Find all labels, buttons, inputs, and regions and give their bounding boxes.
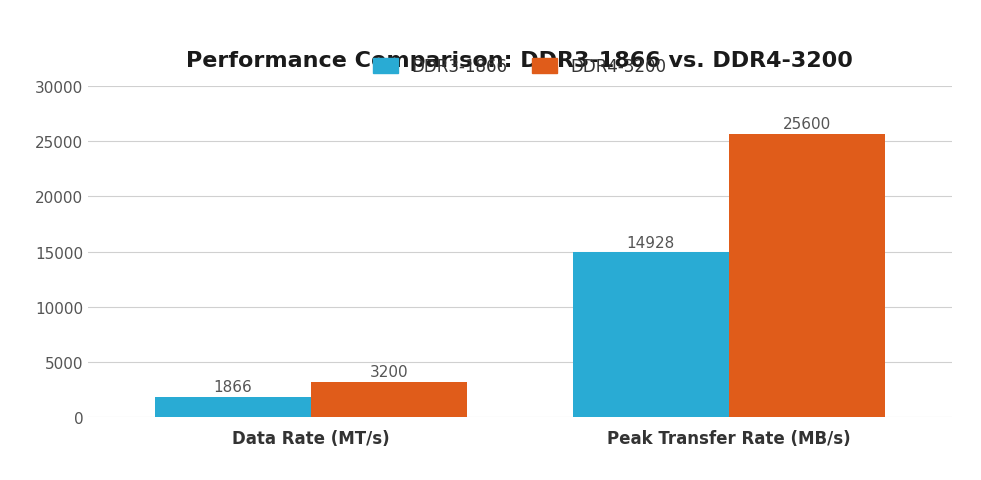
Bar bbox=[729, 135, 885, 418]
Text: 3200: 3200 bbox=[370, 364, 408, 380]
Text: 1866: 1866 bbox=[214, 379, 252, 394]
Title: Performance Comparison: DDR3-1866 vs. DDR4-3200: Performance Comparison: DDR3-1866 vs. DD… bbox=[186, 51, 853, 71]
Text: 25600: 25600 bbox=[783, 117, 831, 132]
Text: 14928: 14928 bbox=[627, 235, 675, 250]
Bar bbox=[573, 253, 729, 418]
Bar bbox=[311, 382, 467, 418]
Legend: DDR3-1866, DDR4-3200: DDR3-1866, DDR4-3200 bbox=[367, 52, 673, 83]
Bar bbox=[155, 397, 311, 418]
